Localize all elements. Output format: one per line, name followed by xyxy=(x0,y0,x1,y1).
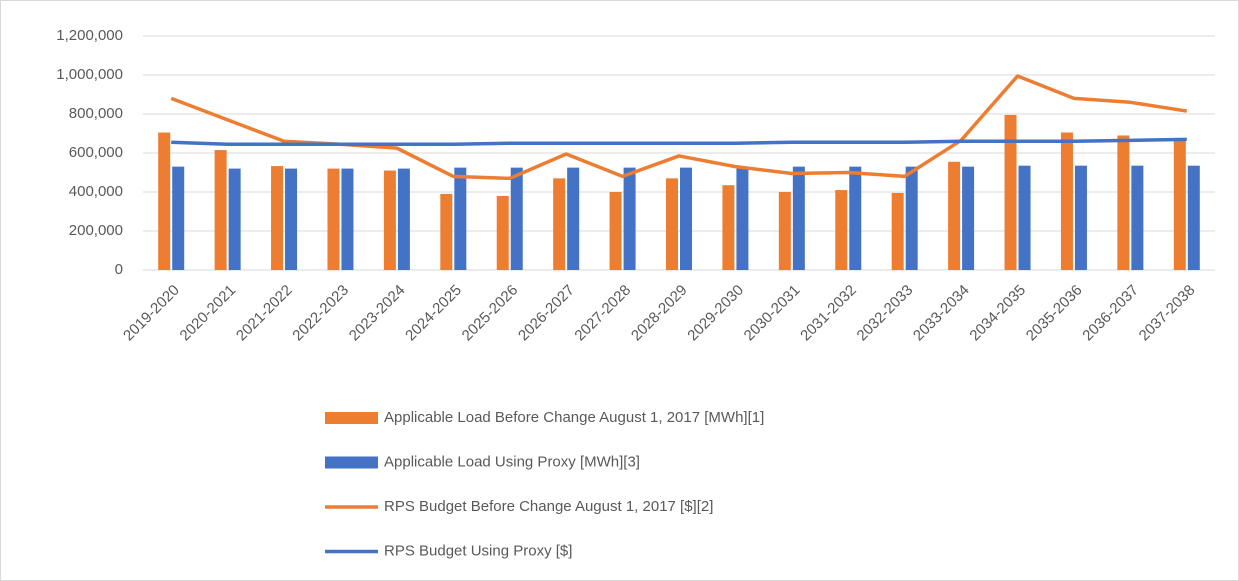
bar xyxy=(835,190,848,270)
bar xyxy=(383,170,396,270)
bar xyxy=(1074,165,1087,270)
legend-swatch xyxy=(325,412,378,424)
y-tick-label: 1,000,000 xyxy=(56,66,123,83)
bar xyxy=(849,166,862,270)
bar xyxy=(271,166,284,270)
bar xyxy=(1018,165,1031,270)
bar xyxy=(1060,132,1073,270)
bar xyxy=(567,167,580,270)
bar xyxy=(1131,165,1144,270)
bar xyxy=(891,192,904,270)
bar xyxy=(792,166,805,270)
bar xyxy=(1117,135,1130,270)
bar xyxy=(214,150,227,270)
bar xyxy=(1173,140,1186,270)
bar xyxy=(327,168,340,270)
y-tick-label: 800,000 xyxy=(69,105,123,122)
bar xyxy=(496,195,509,270)
bar xyxy=(1187,165,1200,270)
bar xyxy=(397,168,410,270)
bar xyxy=(553,178,566,270)
bar xyxy=(623,167,636,270)
legend-label: RPS Budget Before Change August 1, 2017 … xyxy=(384,498,713,515)
y-tick-label: 0 xyxy=(115,261,123,278)
legend-label: Applicable Load Before Change August 1, … xyxy=(384,409,764,426)
bar xyxy=(454,167,467,270)
bar xyxy=(510,167,523,270)
bar xyxy=(609,192,622,270)
bar xyxy=(341,168,354,270)
bar xyxy=(962,166,975,270)
bar xyxy=(1004,114,1017,270)
bar xyxy=(285,168,298,270)
line-series xyxy=(171,137,1187,146)
bar xyxy=(440,193,453,270)
legend-swatch xyxy=(325,456,378,469)
bar xyxy=(680,167,692,270)
bar xyxy=(722,185,735,270)
y-tick-label: 200,000 xyxy=(69,222,123,239)
y-tick-label: 600,000 xyxy=(69,144,123,161)
bar xyxy=(666,178,678,270)
y-tick-label: 1,200,000 xyxy=(56,27,123,44)
bar xyxy=(778,192,791,270)
bar xyxy=(736,167,749,270)
bar xyxy=(948,161,961,270)
y-tick-label: 400,000 xyxy=(69,183,123,200)
bar xyxy=(172,166,185,270)
bar xyxy=(158,132,171,270)
legend-label: RPS Budget Using Proxy [$] xyxy=(384,542,572,559)
bar xyxy=(905,166,918,270)
bar xyxy=(228,168,241,270)
legend-label: Applicable Load Using Proxy [MWh][3] xyxy=(384,453,640,470)
